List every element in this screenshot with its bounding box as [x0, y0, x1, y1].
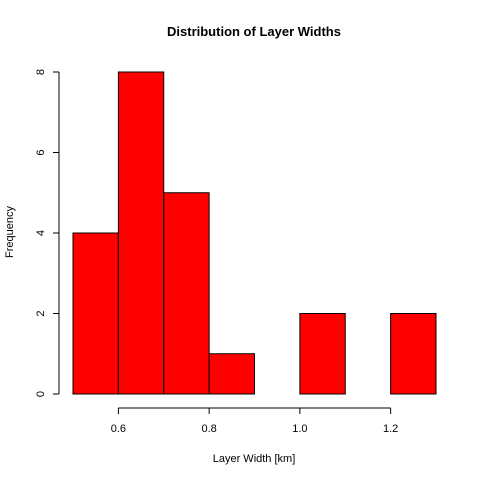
- y-tick-label: 6: [35, 149, 47, 155]
- histogram-bar-3: [208, 353, 255, 395]
- histogram-bar-2: [163, 192, 210, 395]
- x-tick-label: 0.8: [201, 423, 216, 435]
- histogram-bar-0: [72, 232, 119, 395]
- x-tick-label: 1.0: [292, 423, 307, 435]
- x-tick-label: 0.6: [111, 423, 126, 435]
- y-tick-label: 8: [35, 69, 47, 75]
- y-axis: 0 2 4 6 8: [35, 69, 60, 397]
- chart-title: Distribution of Layer Widths: [167, 24, 341, 39]
- y-tick-label: 2: [35, 310, 47, 316]
- x-axis-label: Layer Width [km]: [213, 453, 296, 465]
- histogram-bar-1: [117, 71, 165, 395]
- histogram-bar-7: [390, 313, 437, 395]
- y-tick-label: 0: [35, 391, 47, 397]
- x-axis: 0.6 0.8 1.0 1.2: [111, 407, 398, 435]
- histogram-bar-5: [299, 313, 346, 395]
- x-tick-label: 1.2: [383, 423, 398, 435]
- y-axis-label: Frequency: [4, 206, 16, 258]
- histogram-bars: [72, 71, 437, 395]
- y-tick-label: 4: [35, 230, 47, 236]
